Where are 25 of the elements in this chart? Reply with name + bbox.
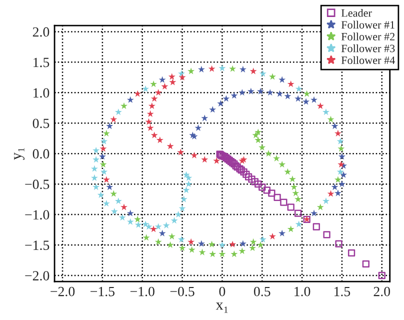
y-tick-label: 0.0 <box>32 149 50 159</box>
legend-label: Leader <box>341 8 372 17</box>
y-tick-label: 2.0 <box>32 27 50 37</box>
y-axis-title: y₁ <box>14 148 24 160</box>
x-tick-label: 0.5 <box>254 286 270 296</box>
y-tick-label: 1.0 <box>34 88 50 98</box>
legend-label: Follower #4 <box>341 56 395 64</box>
x-axis-title: x₁ <box>216 302 228 313</box>
legend-label: Follower #3 <box>341 44 395 52</box>
x-tick-label: 1.5 <box>334 286 350 296</box>
legend-label: Follower #2 <box>341 32 394 40</box>
y-tick-label: −2.0 <box>25 271 50 281</box>
y-tick-label: −0.5 <box>25 180 50 190</box>
y-tick-label: −1.0 <box>25 210 50 220</box>
y-tick-label: 0.5 <box>32 118 50 128</box>
x-tick-label: −2.0 <box>50 286 75 296</box>
x-tick-label: −1.5 <box>90 286 114 296</box>
y-tick-label: 1.5 <box>34 58 50 68</box>
x-tick-label: −0.5 <box>170 286 194 296</box>
x-tick-label: 0 <box>219 286 226 296</box>
x-tick-label: 2.0 <box>374 286 390 296</box>
x-tick-label: 1.0 <box>294 286 310 296</box>
x-tick-label: −1.0 <box>130 286 154 296</box>
y-tick-label: −1.5 <box>25 240 50 250</box>
legend-label: Follower #1 <box>341 20 394 29</box>
